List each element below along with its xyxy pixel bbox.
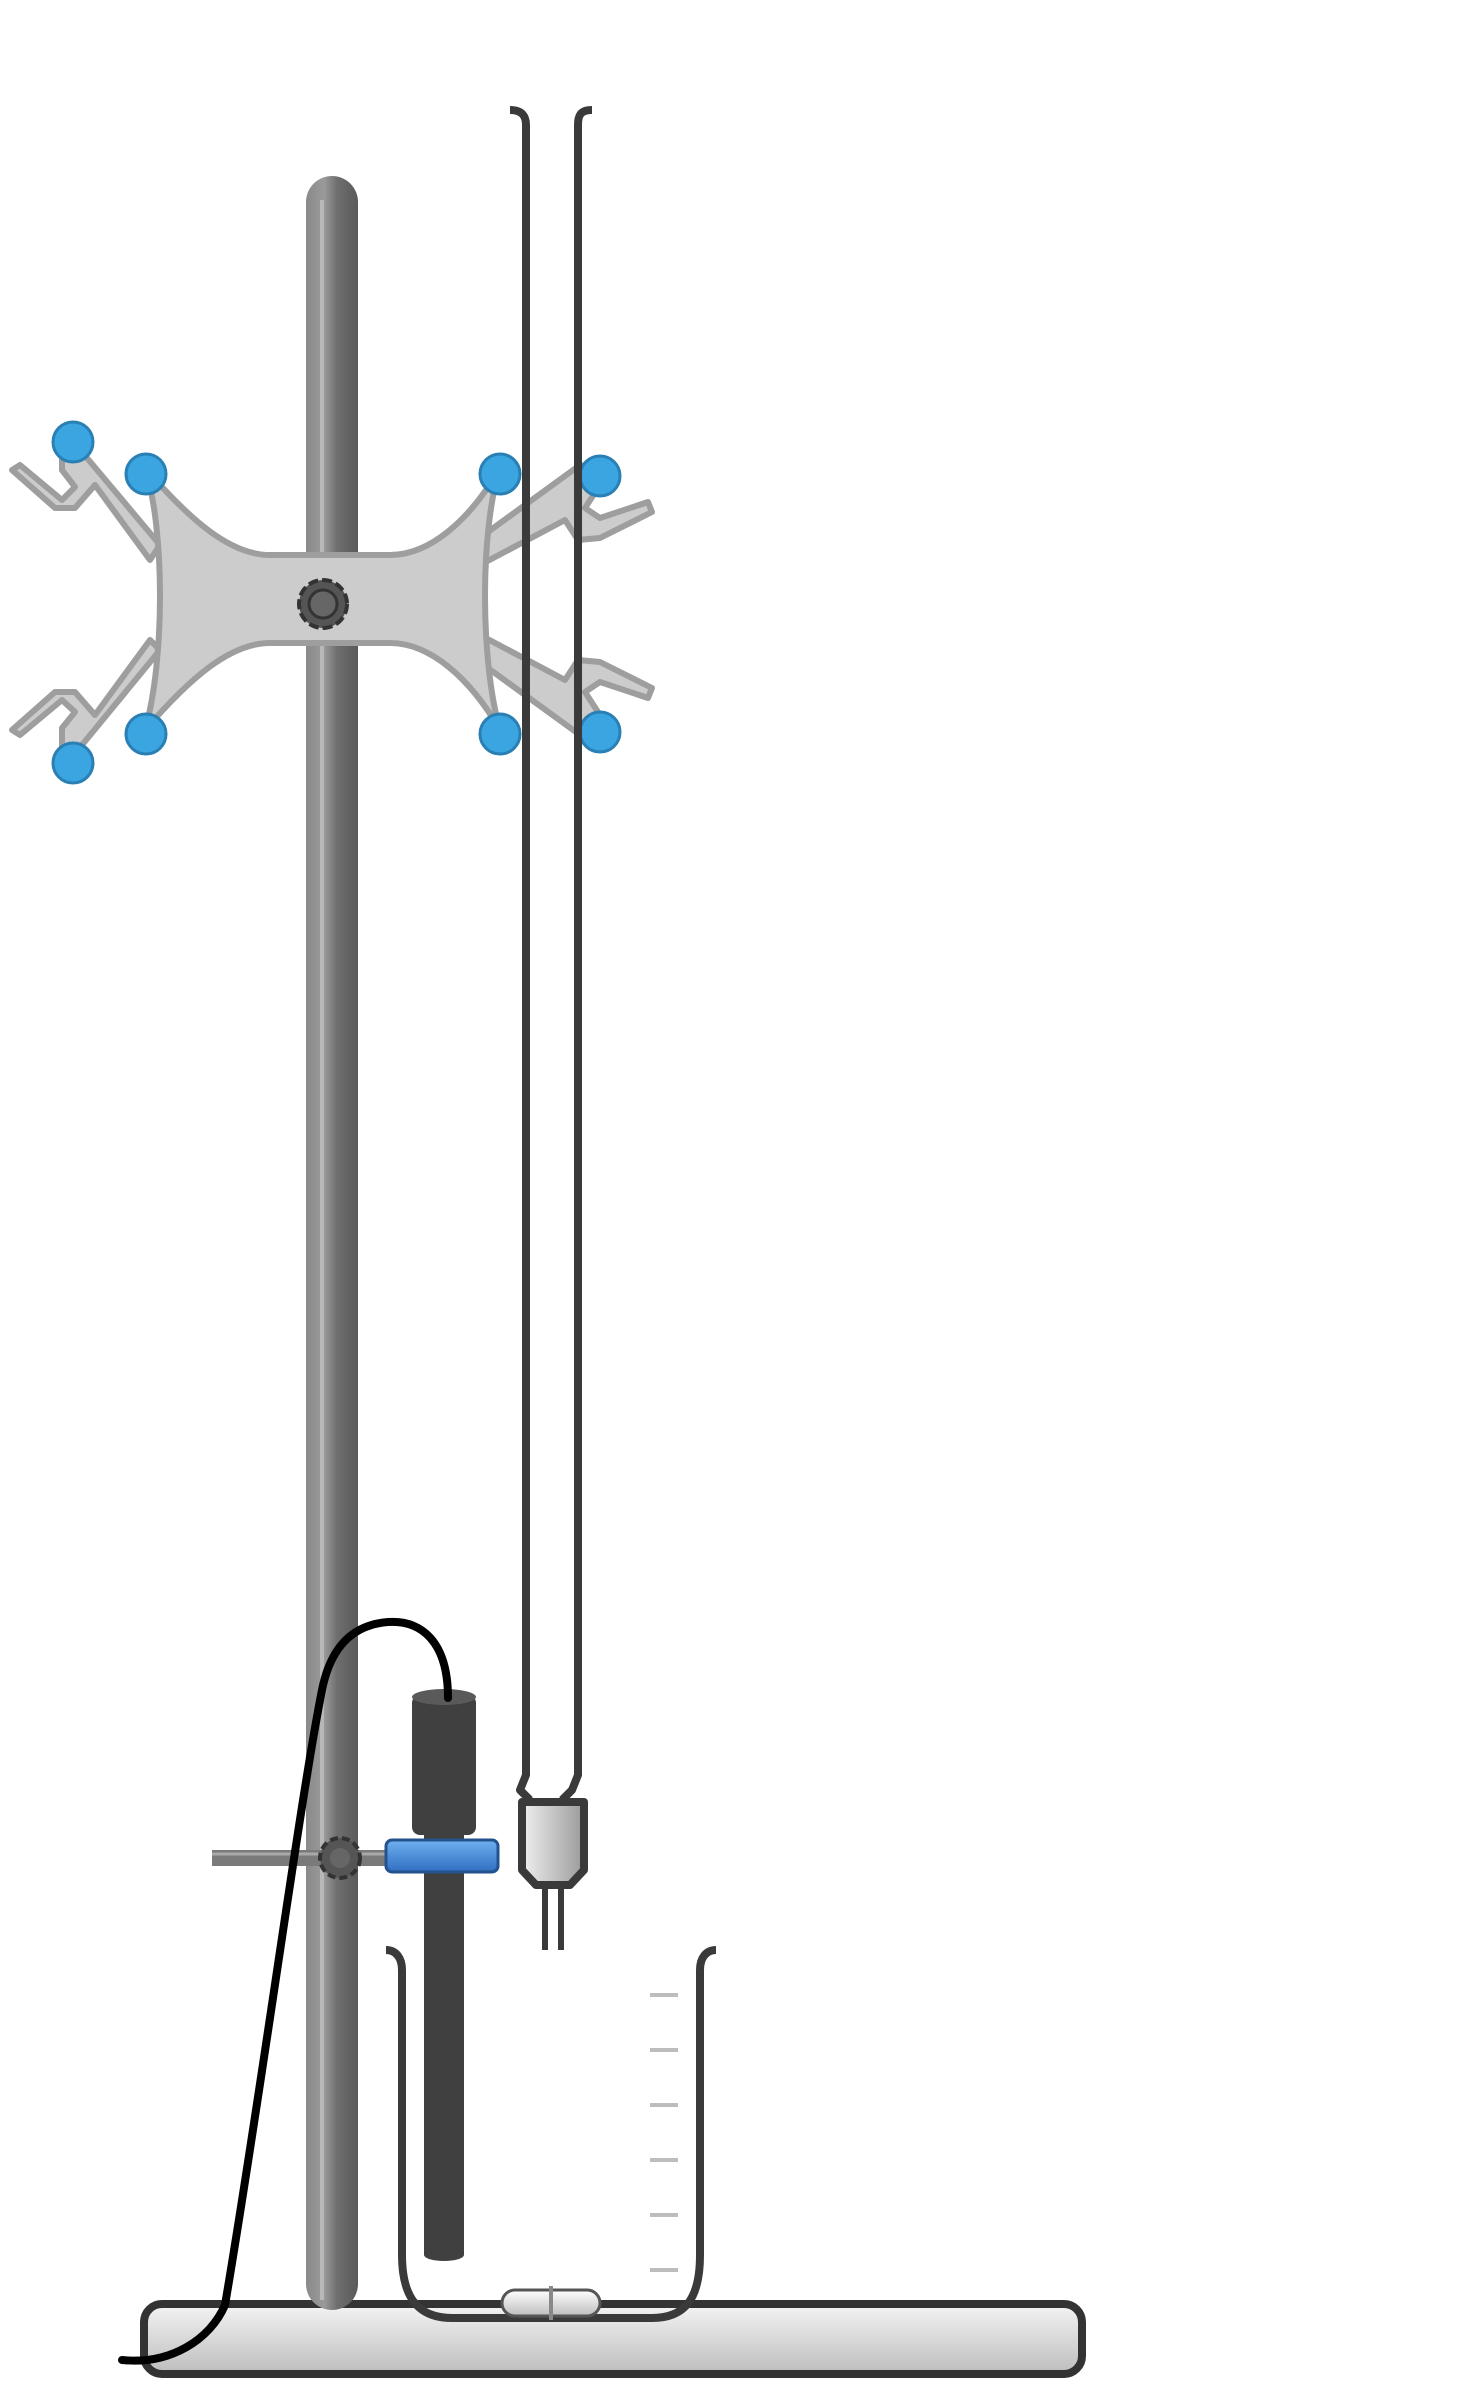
clamp-pad	[578, 454, 622, 498]
clamp-pad	[51, 741, 95, 785]
magnetic-stir-bar	[500, 2286, 602, 2320]
clamp-pad	[124, 452, 168, 496]
clamp-pad	[478, 712, 522, 756]
electrode-holder-clip[interactable]	[384, 1838, 500, 1874]
ph-electrode	[384, 1689, 500, 2261]
clamp-pad	[51, 420, 95, 464]
beaker-graduations	[650, 1993, 678, 2272]
stand-base	[140, 2300, 1086, 2378]
electrode-cable	[118, 1617, 452, 2365]
burette	[509, 106, 593, 1950]
electrode-holder	[212, 1836, 402, 1880]
burette-stopcock[interactable]	[518, 1798, 588, 1889]
holder-knob-icon[interactable]	[318, 1836, 362, 1880]
clamp-pad	[124, 712, 168, 756]
clamp-knob-icon[interactable]	[297, 578, 349, 630]
retort-stand-rod	[306, 176, 358, 2310]
clamp-pad	[478, 452, 522, 496]
clamp-pad	[578, 710, 622, 754]
